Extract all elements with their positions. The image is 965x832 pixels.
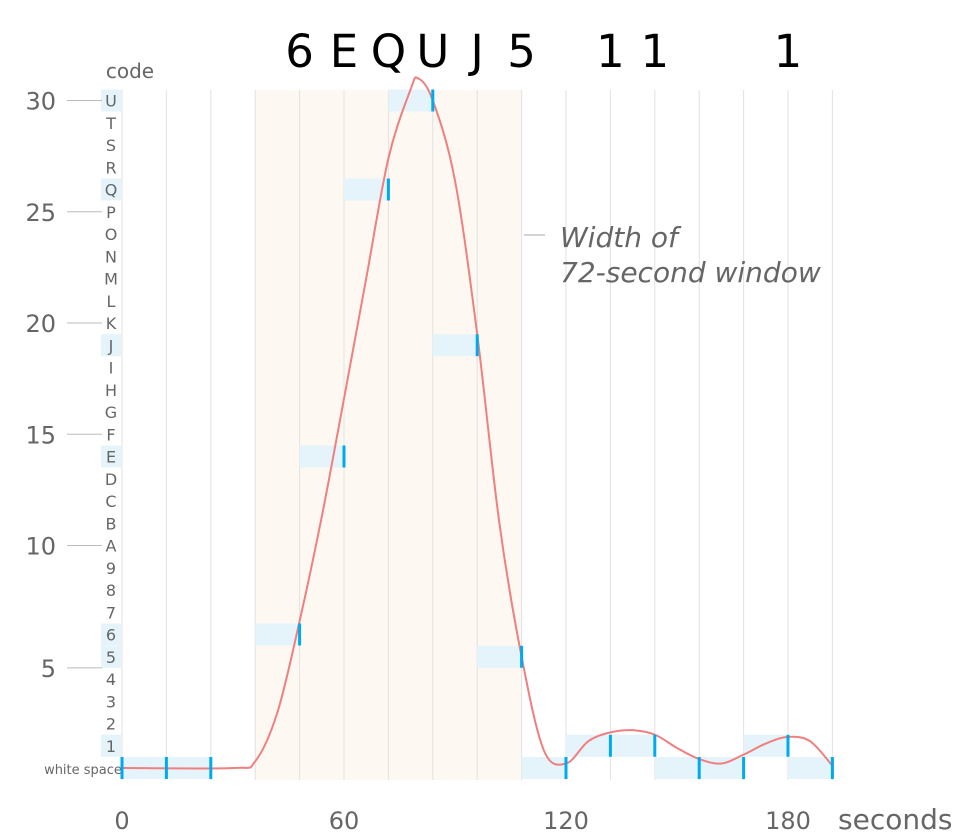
code-label: I [109, 359, 114, 378]
code-label: H [105, 381, 117, 400]
code-highlight [101, 334, 121, 357]
annotation-line-1: Width of [560, 221, 682, 254]
code-label: K [106, 314, 117, 333]
grid-layer [121, 90, 833, 780]
sample-band [477, 645, 522, 668]
x-tick-label: 180 [765, 807, 811, 832]
code-label: R [105, 158, 116, 177]
sample-band [299, 445, 344, 468]
code-highlight [101, 445, 121, 468]
sample-band [610, 734, 655, 757]
y-axis-layer: 5 10 15 20 25 30 [25, 88, 102, 683]
sample-band [344, 178, 389, 201]
decoded-char: J [468, 25, 484, 78]
sample-band [521, 757, 566, 779]
sample-band [255, 623, 300, 646]
code-label: 3 [106, 692, 116, 711]
sample-band [566, 734, 611, 757]
code-highlight [101, 623, 121, 646]
code-label: P [106, 203, 116, 222]
sample-band [654, 757, 700, 779]
code-label: O [105, 225, 118, 244]
decoded-char: 5 [507, 25, 536, 78]
y-tick-label: 30 [25, 88, 56, 116]
x-tick-label: 0 [114, 807, 129, 832]
y-tick-label: 15 [25, 421, 56, 449]
sample-markers-layer [120, 89, 834, 779]
y-tick-label: 20 [25, 310, 56, 338]
code-label: 9 [106, 559, 116, 578]
sample-band [788, 757, 833, 779]
x-tick-label: 60 [329, 807, 360, 832]
code-label: B [106, 514, 117, 533]
code-label: L [107, 292, 116, 311]
code-label: 2 [106, 715, 116, 734]
code-label: U [105, 92, 117, 111]
x-axis-layer: seconds 0 60 120 180 [114, 803, 952, 832]
code-label: 6 [106, 626, 116, 645]
x-axis-label: seconds [838, 803, 952, 832]
decoded-char: E [330, 25, 358, 78]
sample-band [432, 334, 478, 357]
sample-band [388, 89, 433, 112]
code-label: 7 [106, 603, 116, 622]
code-label: 4 [106, 670, 116, 689]
code-label: 8 [106, 581, 116, 600]
code-highlight [101, 734, 121, 757]
code-highlight [101, 645, 121, 668]
y-tick-label: 10 [25, 533, 56, 561]
code-label: D [105, 470, 117, 489]
code-label: 5 [106, 648, 116, 667]
code-label: 1 [106, 737, 116, 756]
code-axis-header: code [106, 59, 154, 83]
y-tick-label: 25 [25, 199, 56, 227]
code-label: C [105, 492, 116, 511]
decoded-char: Q [371, 25, 406, 78]
decoded-char: U [416, 25, 449, 78]
code-axis-layer: code white space 1 2 3 4 5 6 7 8 9 ABCDEFGHIJKLMNO… [44, 59, 154, 778]
x-tick-label: 120 [543, 807, 589, 832]
code-label: A [106, 537, 117, 556]
code-label: N [105, 247, 117, 266]
code-label: J [108, 336, 114, 355]
code-label: M [104, 270, 118, 289]
code-label: E [106, 448, 116, 467]
code-highlight [101, 89, 121, 112]
code-label: Q [105, 181, 118, 200]
decoded-char: 1 [640, 25, 669, 78]
series-curve [121, 76, 834, 770]
code-label: white space [44, 763, 122, 778]
decoded-char: 6 [285, 25, 314, 78]
curve-layer [121, 76, 834, 770]
code-highlight [101, 178, 121, 201]
decoded-char: 1 [596, 25, 625, 78]
code-label: F [106, 425, 115, 444]
code-label: S [106, 136, 116, 155]
code-label: G [105, 403, 117, 422]
decoded-char: 1 [774, 25, 803, 78]
code-label: T [105, 114, 116, 133]
y-tick-label: 5 [41, 655, 56, 683]
window-annotation: Width of 72-second window [524, 221, 821, 289]
annotation-line-2: 72-second window [560, 256, 821, 289]
